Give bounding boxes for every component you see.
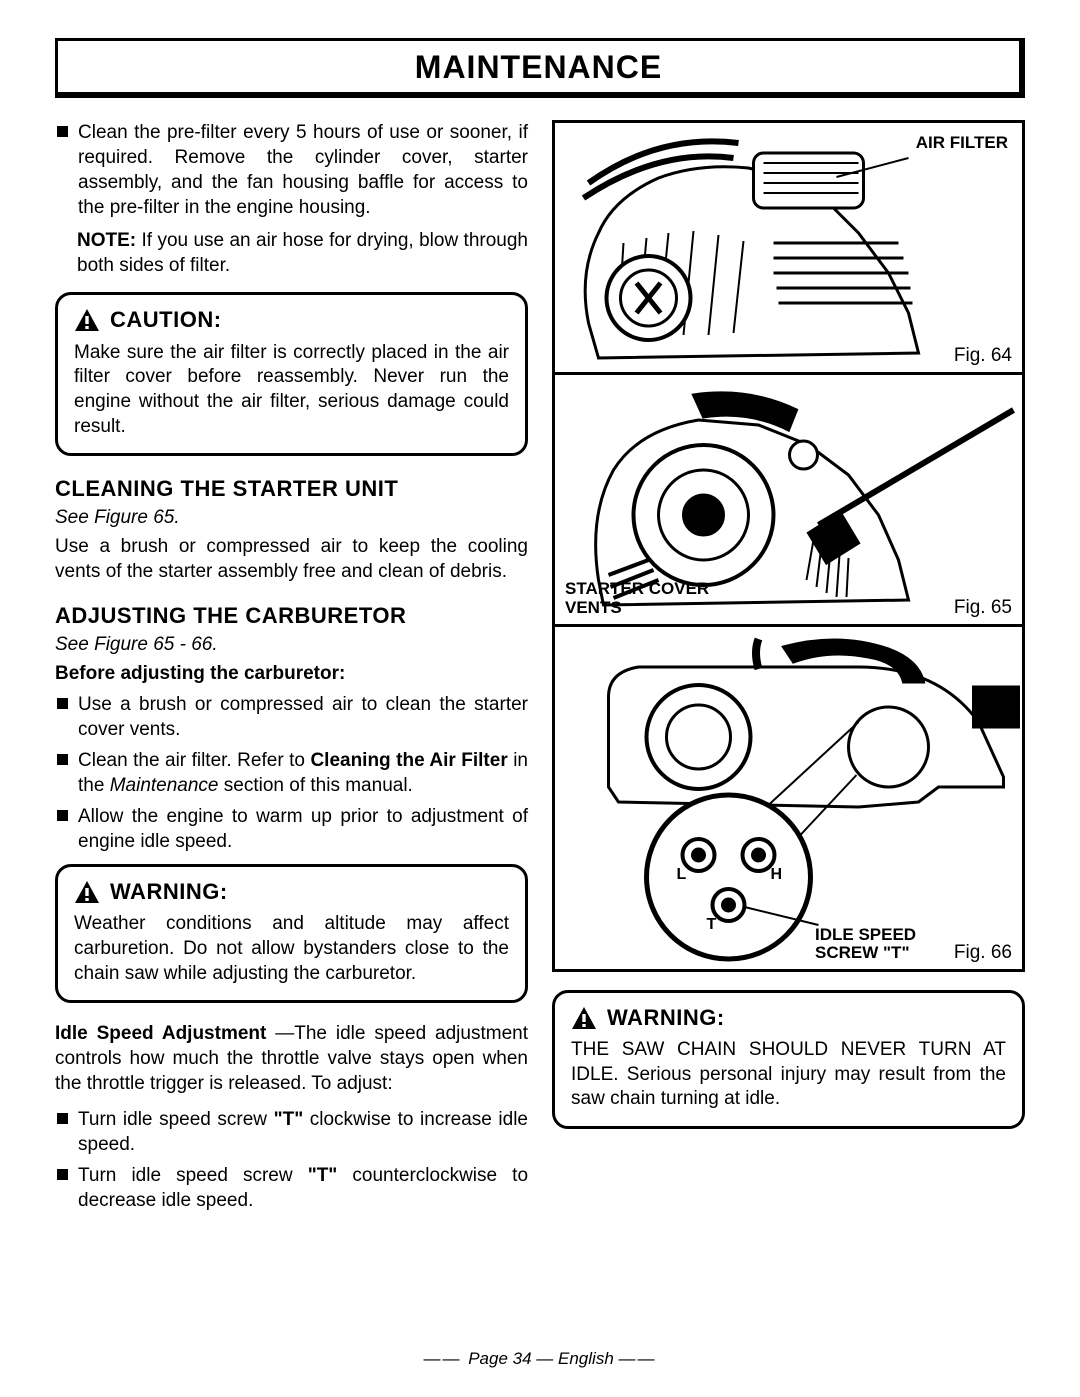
figure-64: AIR FILTER Fig. 64	[555, 123, 1022, 375]
footer-dash-right: ——	[619, 1349, 657, 1368]
manual-page: MAINTENANCE Clean the pre-filter every 5…	[0, 0, 1080, 1397]
adjbul2-b: Cleaning the Air Filter	[310, 750, 507, 771]
warning-triangle-icon	[74, 308, 100, 332]
idle-para: Idle Speed Adjustment —The idle speed ad…	[55, 1021, 528, 1096]
section-adjust-see: See Figure 65 - 66.	[55, 632, 528, 657]
fig66-caption: Fig. 66	[952, 940, 1014, 965]
warning1-body: Weather conditions and altitude may affe…	[74, 912, 509, 986]
note-line: NOTE: If you use an air hose for drying,…	[77, 228, 528, 278]
figure-stack: AIR FILTER Fig. 64	[552, 120, 1025, 972]
fig66-label1: IDLE SPEED	[815, 925, 916, 945]
page-title-box: MAINTENANCE	[55, 38, 1025, 98]
figure-66: L H T IDLE SPEED SCREW "T" Fig. 66	[555, 627, 1022, 969]
page-title: MAINTENANCE	[415, 49, 662, 85]
note-text: If you use an air hose for drying, blow …	[77, 230, 528, 276]
right-column: AIR FILTER Fig. 64	[552, 120, 1025, 1219]
footer-sep: —	[532, 1349, 558, 1368]
warning1-label: WARNING:	[110, 877, 228, 906]
fig66-letter-T: T	[707, 916, 717, 933]
fig64-caption: Fig. 64	[952, 343, 1014, 368]
two-column-layout: Clean the pre-filter every 5 hours of us…	[55, 120, 1025, 1219]
bullet-square-icon	[57, 754, 68, 765]
adjust-bullet-2: Clean the air filter. Refer to Cleaning …	[55, 748, 528, 798]
section-clean-body: Use a brush or compressed air to keep th…	[55, 534, 528, 584]
caution-body: Make sure the air filter is correctly pl…	[74, 341, 509, 440]
bullet-square-icon	[57, 698, 68, 709]
warning-triangle-icon	[74, 880, 100, 904]
warning-box-2: WARNING: THE SAW CHAIN SHOULD NEVER TURN…	[552, 990, 1025, 1129]
warning2-body: THE SAW CHAIN SHOULD NEVER TURN AT IDLE.…	[571, 1038, 1006, 1112]
adjust-bullet-3-text: Allow the engine to warm up prior to adj…	[78, 804, 528, 854]
intro-bullet-text: Clean the pre-filter every 5 hours of us…	[78, 120, 528, 220]
adjust-bullet-2-text: Clean the air filter. Refer to Cleaning …	[78, 748, 528, 798]
idlebul2-pre: Turn idle speed screw	[78, 1165, 308, 1186]
adjbul2-i: Maintenance	[110, 775, 219, 796]
note-prefix: NOTE:	[77, 230, 136, 251]
warning1-head: WARNING:	[74, 877, 509, 906]
idle-bullet-1: Turn idle speed screw "T" clockwise to i…	[55, 1107, 528, 1157]
left-column: Clean the pre-filter every 5 hours of us…	[55, 120, 528, 1219]
idle-bullet-2-text: Turn idle speed screw "T" counterclockwi…	[78, 1163, 528, 1213]
bullet-square-icon	[57, 810, 68, 821]
section-clean-title: CLEANING THE STARTER UNIT	[55, 474, 528, 503]
figure-65: STARTER COVER VENTS Fig. 65	[555, 375, 1022, 627]
warning-triangle-icon	[571, 1006, 597, 1030]
idlebul1-b: "T"	[274, 1109, 304, 1130]
footer-lang: English	[558, 1349, 614, 1368]
adjust-bullet-1-text: Use a brush or compressed air to clean t…	[78, 692, 528, 742]
idlebul1-pre: Turn idle speed screw	[78, 1109, 274, 1130]
idle-bullet-2: Turn idle speed screw "T" counterclockwi…	[55, 1163, 528, 1213]
fig65-label: STARTER COVER VENTS	[565, 579, 735, 618]
intro-bullet: Clean the pre-filter every 5 hours of us…	[55, 120, 528, 220]
idlebul2-b: "T"	[308, 1165, 338, 1186]
adjbul2-post: section of this manual.	[219, 775, 413, 796]
fig66-label2: SCREW "T"	[815, 943, 910, 963]
idle-para-b: Idle Speed Adjustment	[55, 1023, 275, 1044]
figure-64-illustration	[555, 123, 1022, 375]
warning2-head: WARNING:	[571, 1003, 1006, 1032]
bullet-square-icon	[57, 1169, 68, 1180]
bullet-square-icon	[57, 1113, 68, 1124]
fig66-letter-L: L	[677, 866, 687, 883]
before-adjust-label: Before adjusting the carburetor:	[55, 661, 528, 686]
adjbul2-pre: Clean the air filter. Refer to	[78, 750, 310, 771]
figure-66-illustration: L H T	[555, 627, 1022, 969]
bullet-square-icon	[57, 126, 68, 137]
page-footer: —— Page 34 — English ——	[0, 1349, 1080, 1369]
section-clean-see: See Figure 65.	[55, 505, 528, 530]
caution-head: CAUTION:	[74, 305, 509, 334]
caution-label: CAUTION:	[110, 305, 222, 334]
caution-box: CAUTION: Make sure the air filter is cor…	[55, 292, 528, 456]
warning-box-1: WARNING: Weather conditions and altitude…	[55, 864, 528, 1003]
warning2-label: WARNING:	[607, 1003, 725, 1032]
adjust-bullet-1: Use a brush or compressed air to clean t…	[55, 692, 528, 742]
fig65-caption: Fig. 65	[952, 595, 1014, 620]
adjust-bullet-3: Allow the engine to warm up prior to adj…	[55, 804, 528, 854]
section-adjust-title: ADJUSTING THE CARBURETOR	[55, 601, 528, 630]
fig66-letter-H: H	[771, 866, 783, 883]
idle-bullet-1-text: Turn idle speed screw "T" clockwise to i…	[78, 1107, 528, 1157]
fig64-label: AIR FILTER	[916, 133, 1008, 153]
footer-dash-left: ——	[423, 1349, 468, 1368]
footer-page: Page 34	[468, 1349, 531, 1368]
